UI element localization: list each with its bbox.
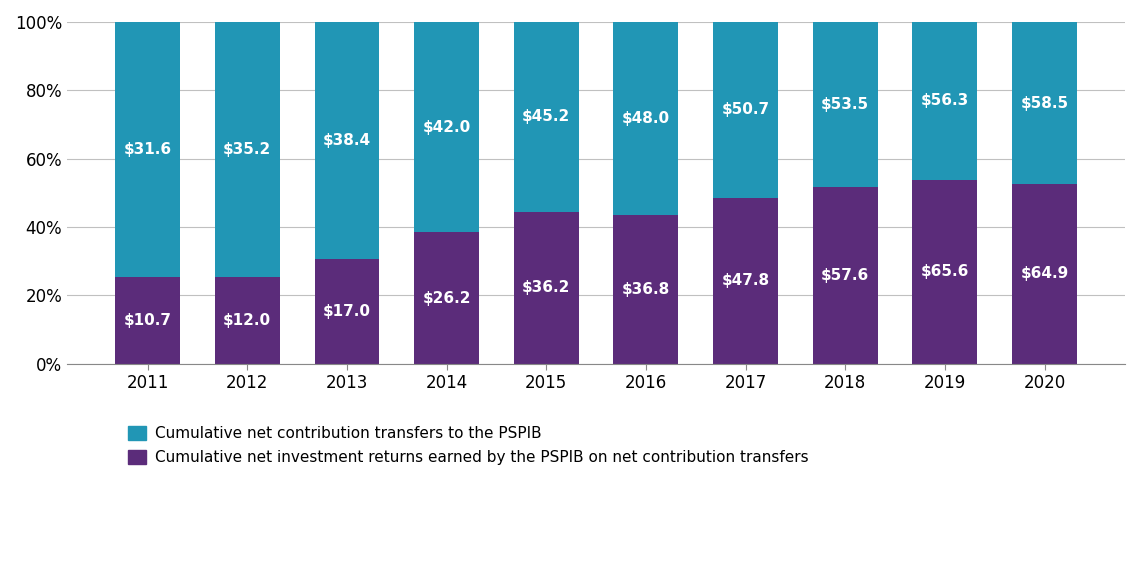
Text: $17.0: $17.0 xyxy=(323,304,370,319)
Text: $64.9: $64.9 xyxy=(1020,266,1068,282)
Bar xyxy=(613,215,678,364)
Bar xyxy=(115,22,180,277)
Bar xyxy=(115,277,180,364)
Text: $38.4: $38.4 xyxy=(323,133,370,148)
Text: $50.7: $50.7 xyxy=(722,103,770,117)
Bar xyxy=(414,22,479,233)
Bar xyxy=(714,22,777,198)
Text: $48.0: $48.0 xyxy=(621,111,670,126)
Text: $65.6: $65.6 xyxy=(921,264,969,279)
Text: $57.6: $57.6 xyxy=(821,268,870,283)
Text: $36.2: $36.2 xyxy=(522,280,570,295)
Text: $31.6: $31.6 xyxy=(123,142,172,157)
Text: $35.2: $35.2 xyxy=(223,142,271,157)
Text: $45.2: $45.2 xyxy=(522,109,570,124)
Bar xyxy=(315,259,380,364)
Bar xyxy=(514,22,579,212)
Text: $53.5: $53.5 xyxy=(821,97,870,112)
Bar xyxy=(214,22,279,277)
Bar xyxy=(514,212,579,364)
Bar xyxy=(1012,22,1077,184)
Bar xyxy=(912,22,977,180)
Text: $26.2: $26.2 xyxy=(422,291,471,306)
Text: $58.5: $58.5 xyxy=(1020,96,1068,111)
Bar xyxy=(813,186,878,364)
Bar xyxy=(414,233,479,364)
Bar xyxy=(315,22,380,259)
Text: $10.7: $10.7 xyxy=(123,313,172,328)
Text: $36.8: $36.8 xyxy=(621,282,670,297)
Text: $42.0: $42.0 xyxy=(423,120,471,135)
Bar xyxy=(613,22,678,215)
Bar xyxy=(714,198,777,364)
Bar xyxy=(912,180,977,364)
Bar xyxy=(214,277,279,364)
Text: $12.0: $12.0 xyxy=(223,313,271,328)
Text: $47.8: $47.8 xyxy=(722,273,770,288)
Bar xyxy=(1012,184,1077,364)
Bar xyxy=(813,22,878,186)
Text: $56.3: $56.3 xyxy=(921,93,969,108)
Legend: Cumulative net contribution transfers to the PSPIB, Cumulative net investment re: Cumulative net contribution transfers to… xyxy=(128,426,808,465)
